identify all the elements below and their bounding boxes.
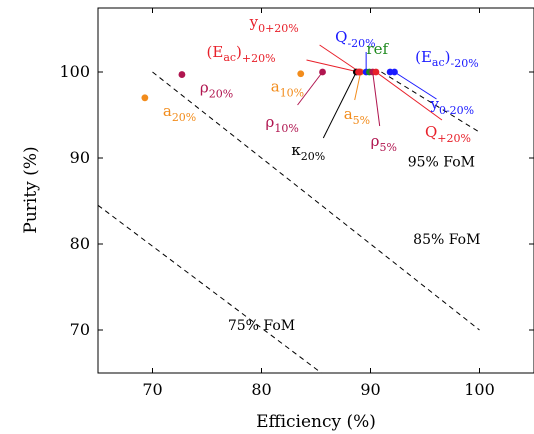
data-point-11: [372, 68, 380, 76]
data-point-1: [178, 71, 186, 78]
leader-line-11: [375, 71, 443, 121]
point-label-12: (Eac)-20%: [415, 48, 479, 70]
point-label-7: (Eac)+20%: [207, 43, 276, 65]
fom-label-1: 85% FoM: [413, 232, 480, 248]
y-tick-label-100: 100: [59, 62, 90, 81]
data-point-2: [297, 70, 305, 78]
point-label-9: ref: [366, 40, 389, 58]
point-label-6: y0+20%: [249, 13, 299, 35]
point-labels: a20%ρ20% a10% ρ10% κ20% a5% y0+20% (Eac)+20% Q-…: [163, 13, 479, 163]
fom-line-2: [97, 204, 322, 374]
axis-ticks: 70 80 90 100 70 80 90 100: [59, 8, 534, 399]
point-label-8: Q-20%: [335, 28, 375, 50]
y-tick-label-90: 90: [70, 148, 90, 167]
point-label-3: ρ10%: [266, 113, 299, 135]
point-label-2: a10%: [271, 78, 304, 100]
data-point-0: [141, 94, 149, 102]
x-tick-label-80: 80: [251, 380, 271, 399]
x-tick-label-70: 70: [142, 380, 162, 399]
x-tick-label-100: 100: [464, 380, 495, 399]
fom-line-1: [152, 71, 480, 331]
leader-line-7: [306, 59, 359, 73]
leader-line-6: [319, 44, 360, 73]
data-points: [141, 68, 398, 102]
x-tick-label-90: 90: [360, 380, 380, 399]
leader-line-3: [297, 71, 323, 106]
leader-line-13: [394, 71, 437, 100]
fom-label-0: 95% FoM: [408, 155, 475, 171]
leader-line-4: [322, 71, 357, 139]
point-label-11: Q+20%: [425, 123, 471, 145]
data-point-13: [391, 68, 398, 76]
y-tick-label-70: 70: [70, 320, 90, 339]
point-label-4: κ20%: [291, 141, 325, 163]
point-label-10: ρ5%: [371, 132, 397, 154]
label-leader-lines: [297, 44, 443, 139]
leader-line-5: [354, 71, 362, 101]
data-point-7: [355, 68, 362, 76]
point-label-13: y0-20%: [429, 95, 474, 117]
fom-line-0: [381, 71, 480, 133]
point-label-0: a20%: [163, 102, 196, 124]
fom-lines: 95% FoM 85% FoM 75% FoM: [97, 71, 480, 374]
leader-line-10: [372, 71, 381, 127]
plot-frame: [97, 7, 534, 374]
x-axis-label: Efficiency (%): [256, 412, 376, 432]
point-label-5: a5%: [344, 105, 370, 127]
point-label-1: ρ20%: [200, 79, 233, 101]
y-tick-label-80: 80: [70, 234, 90, 253]
y-axis-label: Purity (%): [21, 146, 41, 233]
fom-label-2: 75% FoM: [228, 318, 295, 334]
data-point-3: [319, 68, 326, 76]
